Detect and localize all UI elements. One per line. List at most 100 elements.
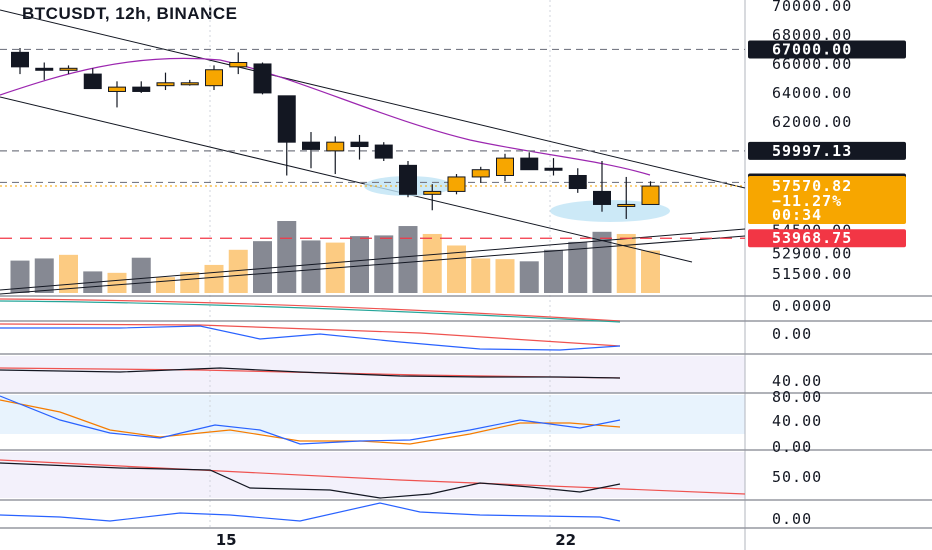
volume-bar [641,250,660,293]
candle [399,161,417,198]
candle-body [544,167,563,171]
pane-5-axis-label: 50.00 [772,468,822,486]
price-tick-label: 52900.00 [772,245,852,263]
candle [108,81,126,108]
last-price-value: 57570.82 [772,177,852,195]
volume-bar [471,258,491,293]
pane-4-axis-label: 80.00 [772,388,822,406]
volume-bar [131,257,151,293]
volume-bar [544,249,563,293]
pane-1-axis-label: 0.0000 [772,297,832,315]
pane-3-axis-label: 40.00 [772,372,822,390]
volume-bar [398,226,418,293]
volume-bar [277,221,297,293]
candle [520,152,539,171]
volume-bar [107,272,127,293]
candle [447,174,466,195]
candle-body [423,190,442,195]
candle [593,161,611,212]
pane-4-line-orange [0,399,621,445]
candle-body [11,51,29,68]
price-tag-box [748,229,906,248]
candle-body [593,190,611,205]
pane-5-line-dark [0,462,621,499]
price-tag-label: 59997.13 [772,142,852,160]
price-tick-label: 70000.00 [772,0,852,15]
volume-bar [447,245,466,293]
candle-body [277,95,296,143]
candle-body [59,67,78,71]
volume-bar [10,260,30,293]
chart-title: BTCUSDT, 12h, BINANCE [22,4,238,23]
volume-bar [59,254,78,293]
candle-body [156,82,175,87]
volume-bar [180,272,200,293]
candle-body [205,69,223,87]
pane-4-band [0,395,745,434]
candle-body [350,141,369,148]
candle [156,72,175,91]
price-tag-label: 53968.75 [772,229,852,247]
candle-body [302,141,320,150]
candle [229,52,248,75]
volume-bar [422,233,442,293]
candle-body [132,86,151,92]
candle [205,65,223,91]
candle [496,153,514,182]
candle-body [326,141,345,152]
moving-average-line [0,57,651,176]
pane-6-axis-label: 0.00 [772,510,812,528]
pane-2-axis-label: 0.00 [772,325,812,343]
candle [35,62,54,80]
candle-body [108,86,126,92]
candle [180,79,199,86]
candle [568,168,587,193]
pane-5-band [0,452,745,498]
date-axis: 15 22 [216,531,576,549]
support-highlight-2 [550,200,670,222]
price-tick-label: 66000.00 [772,55,852,73]
candle [374,142,393,162]
volume-bar [228,249,248,293]
pane-2-line-red [0,323,621,347]
candle [326,136,345,175]
candle [83,68,102,90]
indicator-lines [0,298,745,522]
candle [544,158,563,176]
channel-lower-line [0,96,693,263]
pane-3-line-black [0,367,621,379]
volume-bar [301,240,321,293]
trend-line-1 [0,228,746,291]
candle-body [83,73,102,90]
candle [253,62,272,95]
candle [350,134,369,160]
volume-bar [156,277,175,293]
candle [302,132,320,169]
price-tag-label: 67000.00 [772,40,852,58]
volume-bar [253,241,272,293]
volume-bar [568,241,588,293]
pane-separators [0,295,932,529]
price-tick-label: 62000.00 [772,113,852,131]
candle-body [617,203,636,207]
pane-2-line-blue [0,325,621,351]
candle-body [520,157,539,171]
candle [132,81,151,93]
candle-body [471,169,490,178]
candles-layer [11,48,660,219]
candle [59,65,78,75]
candle-body [496,157,514,176]
candle [471,166,490,183]
candle-body [374,144,393,159]
price-tick-label: 51500.00 [772,265,852,283]
candle-body [641,185,660,205]
candle-body [229,61,248,68]
candle-body [253,63,272,94]
date-label: 15 [216,531,237,549]
candle [11,48,29,75]
date-label: 22 [555,531,576,549]
candle-body [447,176,466,192]
price-tags: 67000.0059997.1357820.0053968.7557570.82… [748,40,906,248]
